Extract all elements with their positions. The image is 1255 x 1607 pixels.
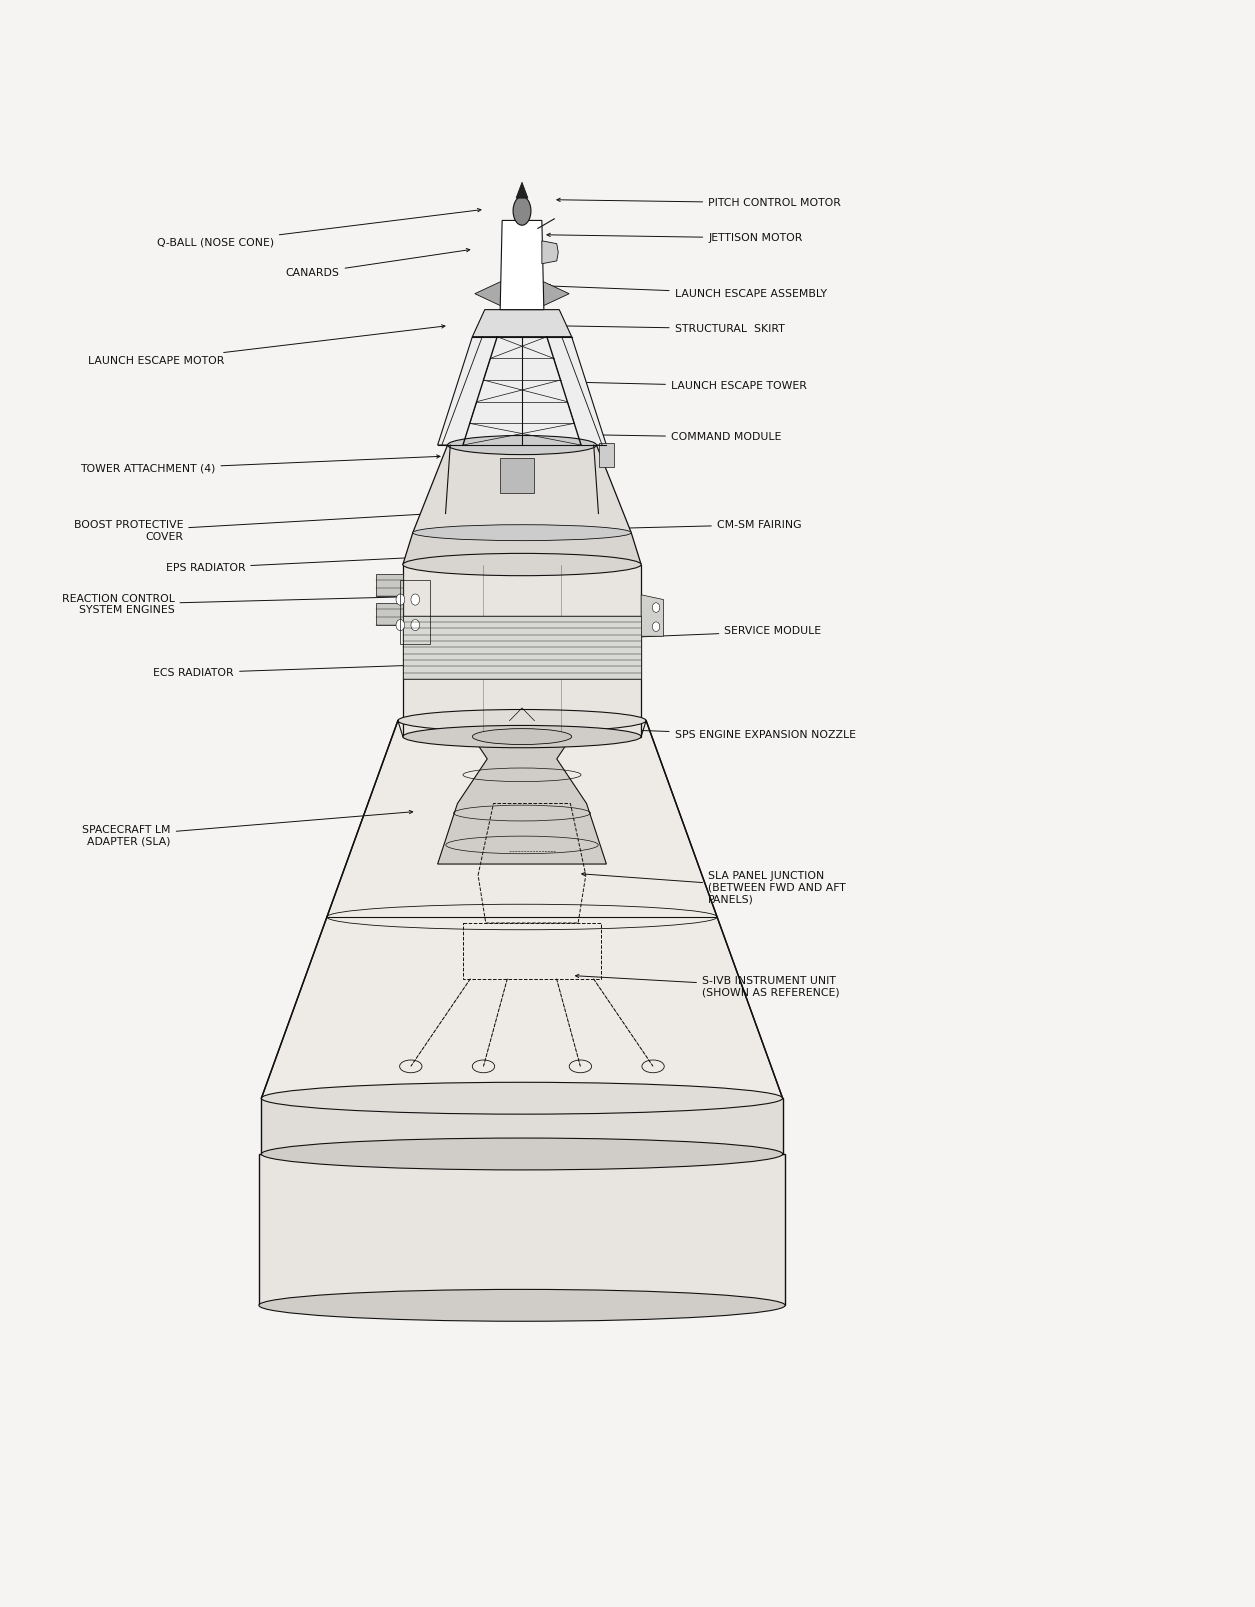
Text: ECS RADIATOR: ECS RADIATOR — [153, 664, 420, 678]
Ellipse shape — [653, 622, 660, 632]
Ellipse shape — [513, 196, 531, 225]
Ellipse shape — [653, 603, 660, 612]
Bar — [403, 564, 641, 736]
Bar — [499, 458, 535, 493]
Polygon shape — [472, 310, 571, 337]
Ellipse shape — [261, 1138, 783, 1170]
Bar — [375, 574, 403, 596]
Polygon shape — [516, 182, 528, 198]
Text: LAUNCH ESCAPE TOWER: LAUNCH ESCAPE TOWER — [542, 379, 807, 391]
Polygon shape — [413, 445, 631, 532]
Text: SLA PANEL JUNCTION
(BETWEEN FWD AND AFT
PANELS): SLA PANEL JUNCTION (BETWEEN FWD AND AFT … — [582, 871, 846, 905]
Polygon shape — [438, 337, 606, 445]
Text: BOOST PROTECTIVE
COVER: BOOST PROTECTIVE COVER — [74, 513, 430, 542]
Polygon shape — [542, 281, 570, 307]
Bar — [599, 444, 614, 468]
Polygon shape — [474, 281, 502, 307]
Polygon shape — [641, 595, 664, 636]
Polygon shape — [438, 736, 606, 865]
Bar — [400, 580, 430, 644]
Text: SPACECRAFT LM
ADAPTER (SLA): SPACECRAFT LM ADAPTER (SLA) — [83, 810, 413, 847]
Ellipse shape — [410, 595, 419, 606]
Bar — [259, 1154, 786, 1305]
Ellipse shape — [398, 710, 646, 731]
Ellipse shape — [397, 595, 404, 606]
Text: LAUNCH ESCAPE ASSEMBLY: LAUNCH ESCAPE ASSEMBLY — [547, 284, 827, 299]
Text: STRUCTURAL  SKIRT: STRUCTURAL SKIRT — [547, 323, 784, 334]
Ellipse shape — [413, 525, 631, 540]
Text: Q-BALL (NOSE CONE): Q-BALL (NOSE CONE) — [157, 209, 481, 247]
Text: COMMAND MODULE: COMMAND MODULE — [542, 432, 782, 442]
Text: TOWER ATTACHMENT (4): TOWER ATTACHMENT (4) — [80, 455, 441, 474]
Ellipse shape — [403, 553, 641, 575]
Text: EPS RADIATOR: EPS RADIATOR — [166, 556, 430, 572]
Ellipse shape — [448, 435, 596, 455]
Bar — [375, 603, 403, 625]
Polygon shape — [261, 720, 783, 1098]
Text: S-IVB INSTRUMENT UNIT
(SHOWN AS REFERENCE): S-IVB INSTRUMENT UNIT (SHOWN AS REFERENC… — [576, 974, 840, 998]
Ellipse shape — [472, 728, 571, 744]
Ellipse shape — [403, 725, 641, 747]
Text: SPS ENGINE EXPANSION NOZZLE: SPS ENGINE EXPANSION NOZZLE — [551, 726, 856, 739]
Text: REACTION CONTROL
SYSTEM ENGINES: REACTION CONTROL SYSTEM ENGINES — [61, 593, 418, 615]
Text: CANARDS: CANARDS — [286, 249, 469, 278]
Text: PITCH CONTROL MOTOR: PITCH CONTROL MOTOR — [557, 198, 841, 207]
Bar — [261, 1098, 783, 1154]
Ellipse shape — [397, 619, 404, 630]
Text: SERVICE MODULE: SERVICE MODULE — [582, 627, 822, 641]
Polygon shape — [403, 532, 641, 564]
Polygon shape — [501, 220, 543, 310]
Text: LAUNCH ESCAPE MOTOR: LAUNCH ESCAPE MOTOR — [88, 325, 446, 366]
Text: CM-SM FAIRING: CM-SM FAIRING — [575, 519, 802, 530]
Bar — [403, 615, 641, 680]
Polygon shape — [542, 241, 558, 264]
Ellipse shape — [261, 1082, 783, 1114]
Ellipse shape — [259, 1289, 786, 1321]
Ellipse shape — [410, 619, 419, 630]
Text: JETTISON MOTOR: JETTISON MOTOR — [547, 233, 802, 243]
